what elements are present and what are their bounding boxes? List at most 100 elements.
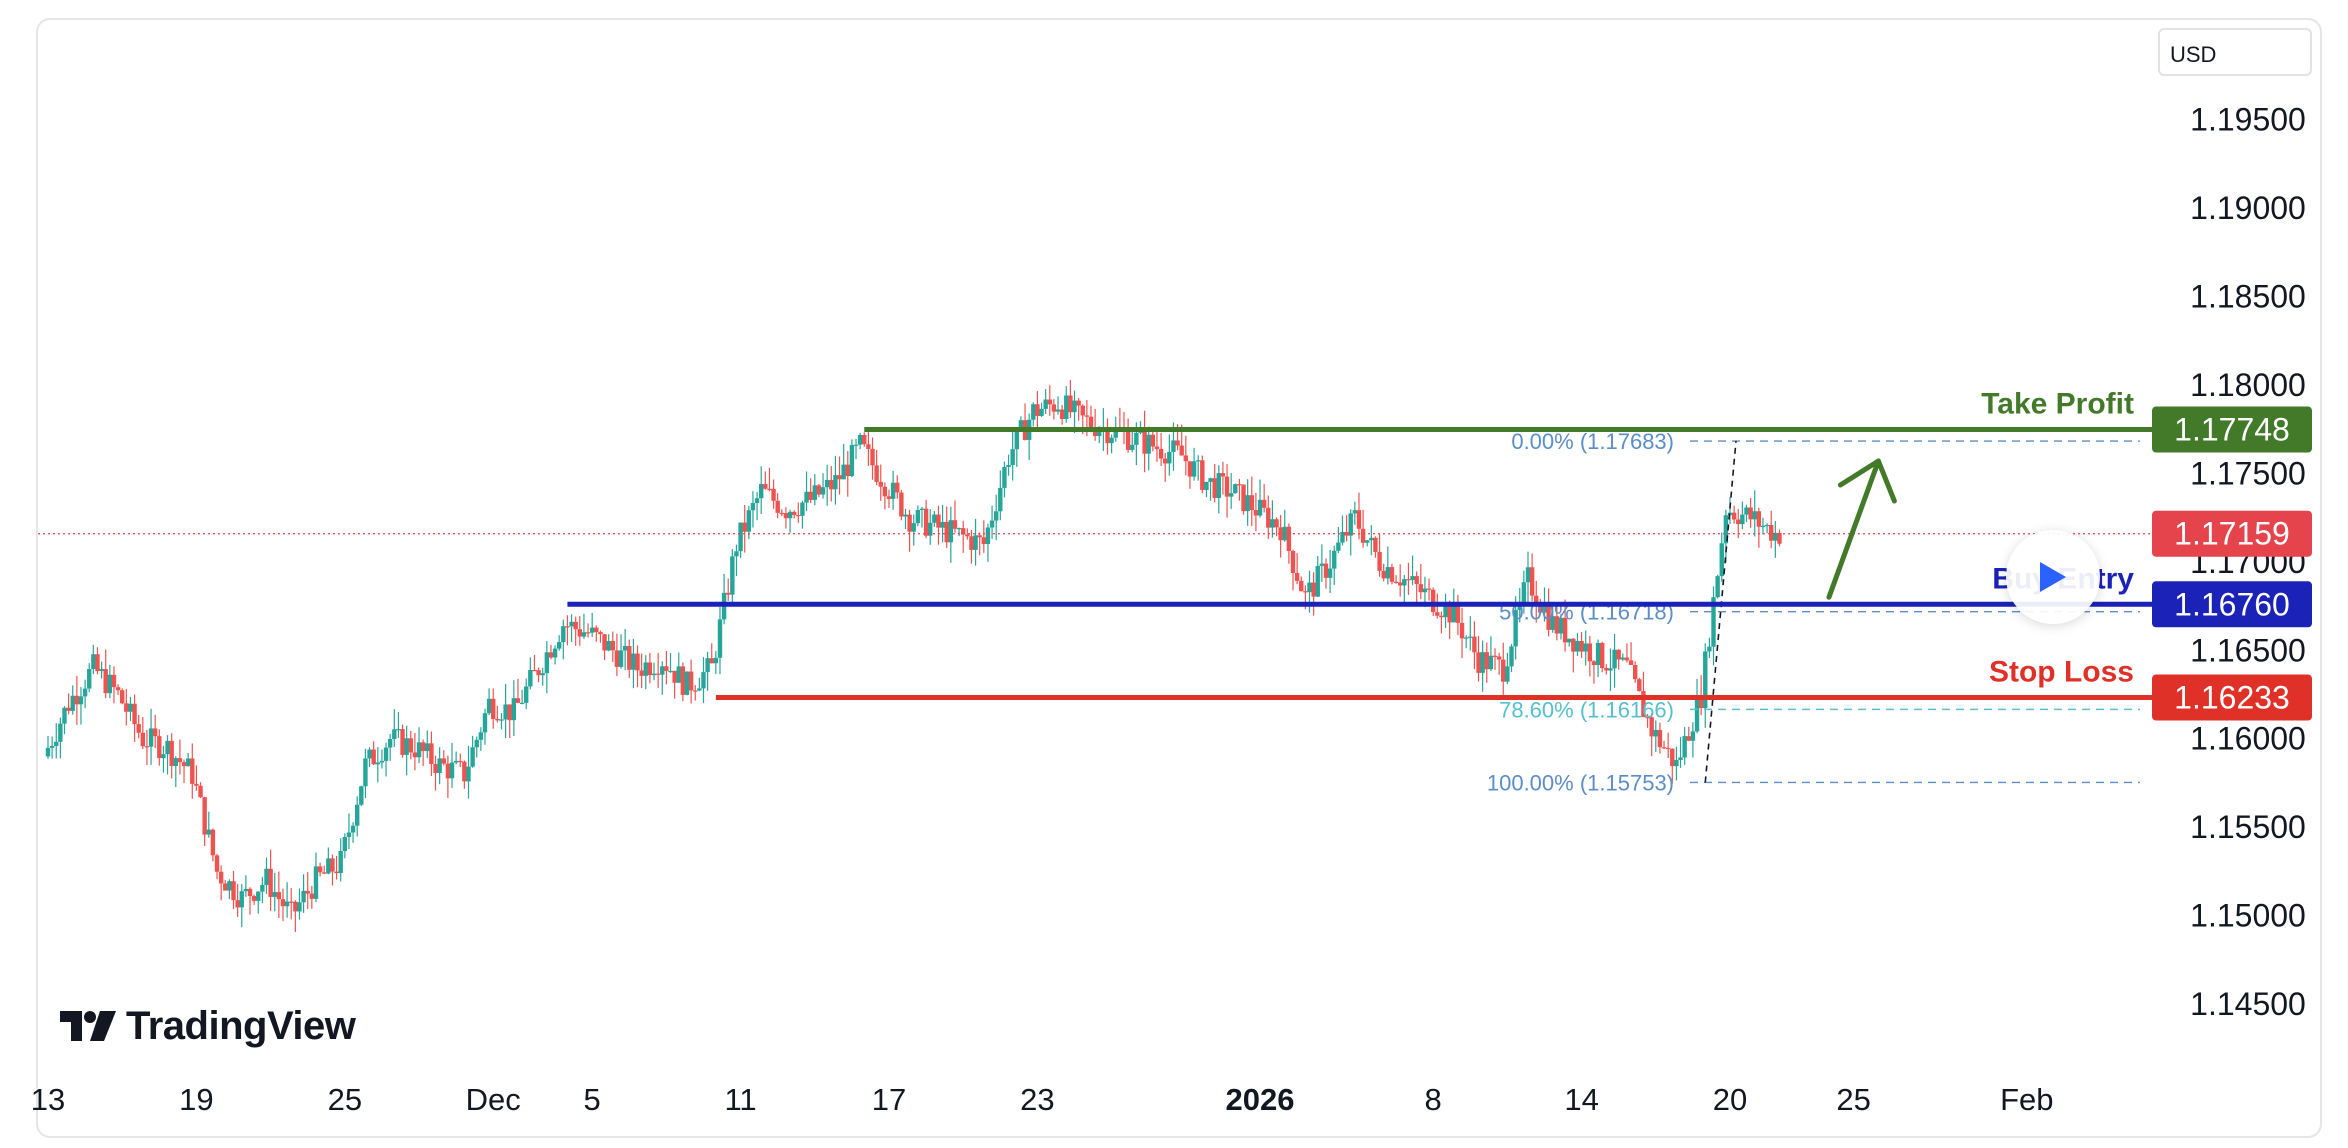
- candle-body: [425, 743, 430, 752]
- currency-selector[interactable]: USD: [2158, 28, 2312, 76]
- candle-body: [1237, 484, 1242, 486]
- candle-body: [977, 535, 982, 538]
- candle-body: [214, 855, 220, 872]
- candle-body: [227, 881, 232, 891]
- candle-body: [771, 488, 776, 501]
- tradingview-logo: TradingView: [60, 1004, 356, 1048]
- candle-body: [243, 888, 249, 892]
- candle-body: [701, 672, 706, 689]
- candle-body: [1200, 460, 1205, 490]
- candle-body: [845, 464, 850, 476]
- candle-body: [1377, 551, 1382, 571]
- candle-body: [1084, 415, 1090, 417]
- candle-body: [680, 666, 686, 695]
- candle-body: [1290, 551, 1296, 574]
- candle-body: [1266, 507, 1271, 528]
- candle-body: [87, 669, 92, 689]
- candle-body: [495, 718, 500, 721]
- fib-trend-line[interactable]: [1704, 440, 1737, 783]
- candle-body: [886, 496, 892, 499]
- candle-body: [787, 511, 793, 519]
- candle-body: [1261, 499, 1267, 508]
- candle-body: [78, 696, 84, 705]
- candle-body: [1360, 528, 1366, 543]
- candle-body: [928, 522, 933, 536]
- candle-body: [668, 670, 673, 673]
- candle-body: [1777, 532, 1782, 544]
- candle-body: [1088, 416, 1094, 428]
- stop_loss-label: Stop Loss: [1989, 656, 2134, 689]
- candle-body: [392, 729, 397, 739]
- candle-body: [1567, 638, 1572, 643]
- candle-body: [58, 723, 63, 742]
- candle-body: [598, 632, 603, 635]
- candle-body: [289, 901, 294, 903]
- candle-body: [470, 747, 475, 767]
- candle-body: [808, 491, 813, 500]
- candle-body: [1476, 652, 1481, 673]
- target-arrow-head: [1837, 458, 1897, 504]
- candle-body: [379, 760, 385, 763]
- candle-body: [998, 487, 1003, 512]
- candle-body: [1546, 605, 1551, 630]
- candle-body: [354, 804, 360, 826]
- candle-body: [363, 758, 368, 787]
- candle-body: [878, 481, 883, 487]
- candle-body: [383, 747, 389, 761]
- y-tick-label: 1.19500: [2190, 102, 2306, 138]
- candle-body: [1109, 437, 1114, 444]
- candle-body: [1760, 525, 1766, 528]
- tradingview-logo-icon: [60, 1011, 116, 1041]
- candle-body: [371, 749, 376, 765]
- candle-body: [115, 687, 121, 691]
- candle-body: [322, 872, 327, 874]
- candle-body: [1406, 579, 1411, 581]
- candle-body: [1035, 404, 1040, 416]
- candle-body: [903, 514, 908, 517]
- candle-body: [639, 670, 644, 676]
- candle-body: [462, 761, 467, 782]
- take_profit-price-badge-text: 1.17748: [2174, 412, 2290, 448]
- play-button[interactable]: [2006, 530, 2100, 624]
- candle-body: [49, 745, 55, 748]
- candle-body: [280, 899, 286, 907]
- candle-body: [1393, 581, 1399, 583]
- candle-body: [1657, 729, 1663, 748]
- candle-body: [1661, 747, 1667, 749]
- candle-body: [1542, 605, 1547, 613]
- candle-body: [573, 621, 578, 630]
- candle-body: [1059, 409, 1065, 419]
- candle-body: [524, 686, 529, 703]
- candle-body: [1587, 643, 1593, 662]
- candle-body: [437, 758, 442, 773]
- candle-body: [713, 657, 719, 664]
- candle-body: [1554, 616, 1560, 634]
- candle-body: [1558, 617, 1564, 634]
- candle-body: [91, 654, 96, 670]
- candle-body: [313, 866, 319, 899]
- candle-body: [647, 662, 653, 676]
- fib-level-label: 78.60% (1.16166): [1499, 697, 1674, 722]
- candle-body: [1690, 731, 1696, 741]
- candle-body: [1274, 519, 1279, 528]
- candle-body: [194, 783, 199, 786]
- candle-body: [1632, 665, 1638, 680]
- candle-body: [1253, 510, 1259, 516]
- candle-body: [124, 703, 129, 712]
- candle-body: [404, 738, 409, 755]
- candle-body: [247, 888, 253, 897]
- candle-body: [1463, 637, 1469, 639]
- candle-body: [754, 498, 760, 504]
- candle-body: [643, 662, 648, 676]
- fib-level-label: 0.00% (1.17683): [1511, 429, 1674, 454]
- candle-body: [569, 621, 574, 627]
- candle-body: [857, 435, 863, 445]
- candle-body: [482, 713, 488, 733]
- candle-body: [705, 658, 710, 673]
- candle-body: [870, 448, 875, 466]
- candle-body: [264, 868, 269, 885]
- y-tick-label: 1.17500: [2190, 455, 2306, 491]
- x-tick-label: 8: [1425, 1082, 1442, 1117]
- target-arrow-shaft[interactable]: [1826, 458, 1881, 600]
